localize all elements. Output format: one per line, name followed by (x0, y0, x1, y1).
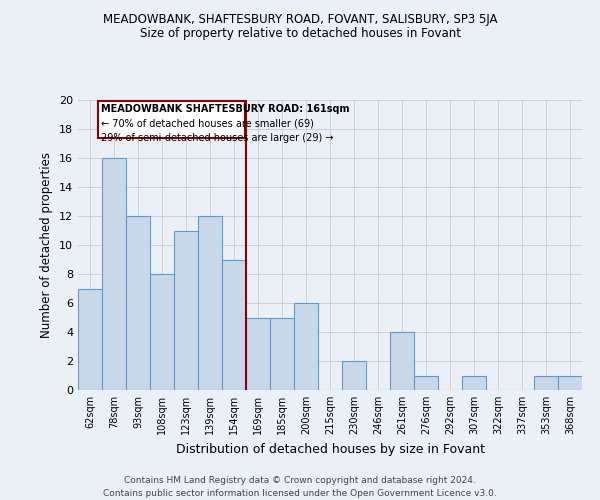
Bar (558, 376, 582, 390)
Text: MEADOWBANK SHAFTESBURY ROAD: 161sqm: MEADOWBANK SHAFTESBURY ROAD: 161sqm (101, 104, 350, 114)
Bar (342, 361, 366, 390)
Bar (102, 158, 126, 390)
Bar (222, 260, 246, 390)
Text: Size of property relative to detached houses in Fovant: Size of property relative to detached ho… (139, 28, 461, 40)
Text: Contains HM Land Registry data © Crown copyright and database right 2024.: Contains HM Land Registry data © Crown c… (124, 476, 476, 485)
Bar (462, 376, 486, 390)
Bar (294, 303, 318, 390)
Bar (78, 288, 102, 390)
Y-axis label: Number of detached properties: Number of detached properties (40, 152, 53, 338)
Bar (246, 318, 270, 390)
Bar (174, 230, 198, 390)
Text: MEADOWBANK, SHAFTESBURY ROAD, FOVANT, SALISBURY, SP3 5JA: MEADOWBANK, SHAFTESBURY ROAD, FOVANT, SA… (103, 12, 497, 26)
FancyBboxPatch shape (98, 100, 245, 138)
Bar (150, 274, 174, 390)
Bar (270, 318, 294, 390)
Bar (390, 332, 414, 390)
Bar (534, 376, 558, 390)
Bar (126, 216, 150, 390)
Text: ← 70% of detached houses are smaller (69): ← 70% of detached houses are smaller (69… (101, 118, 314, 128)
Bar (198, 216, 222, 390)
Bar (414, 376, 438, 390)
X-axis label: Distribution of detached houses by size in Fovant: Distribution of detached houses by size … (176, 442, 485, 456)
Text: 29% of semi-detached houses are larger (29) →: 29% of semi-detached houses are larger (… (101, 132, 334, 142)
Text: Contains public sector information licensed under the Open Government Licence v3: Contains public sector information licen… (103, 488, 497, 498)
